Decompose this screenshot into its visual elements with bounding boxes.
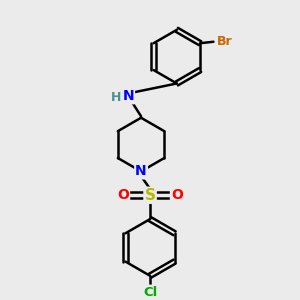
Text: Cl: Cl [143,286,157,299]
Text: S: S [145,188,155,203]
Text: H: H [110,91,121,104]
Text: O: O [117,188,129,202]
Text: O: O [171,188,183,202]
Text: N: N [135,164,147,178]
Text: Br: Br [217,35,232,48]
Text: N: N [122,89,134,103]
